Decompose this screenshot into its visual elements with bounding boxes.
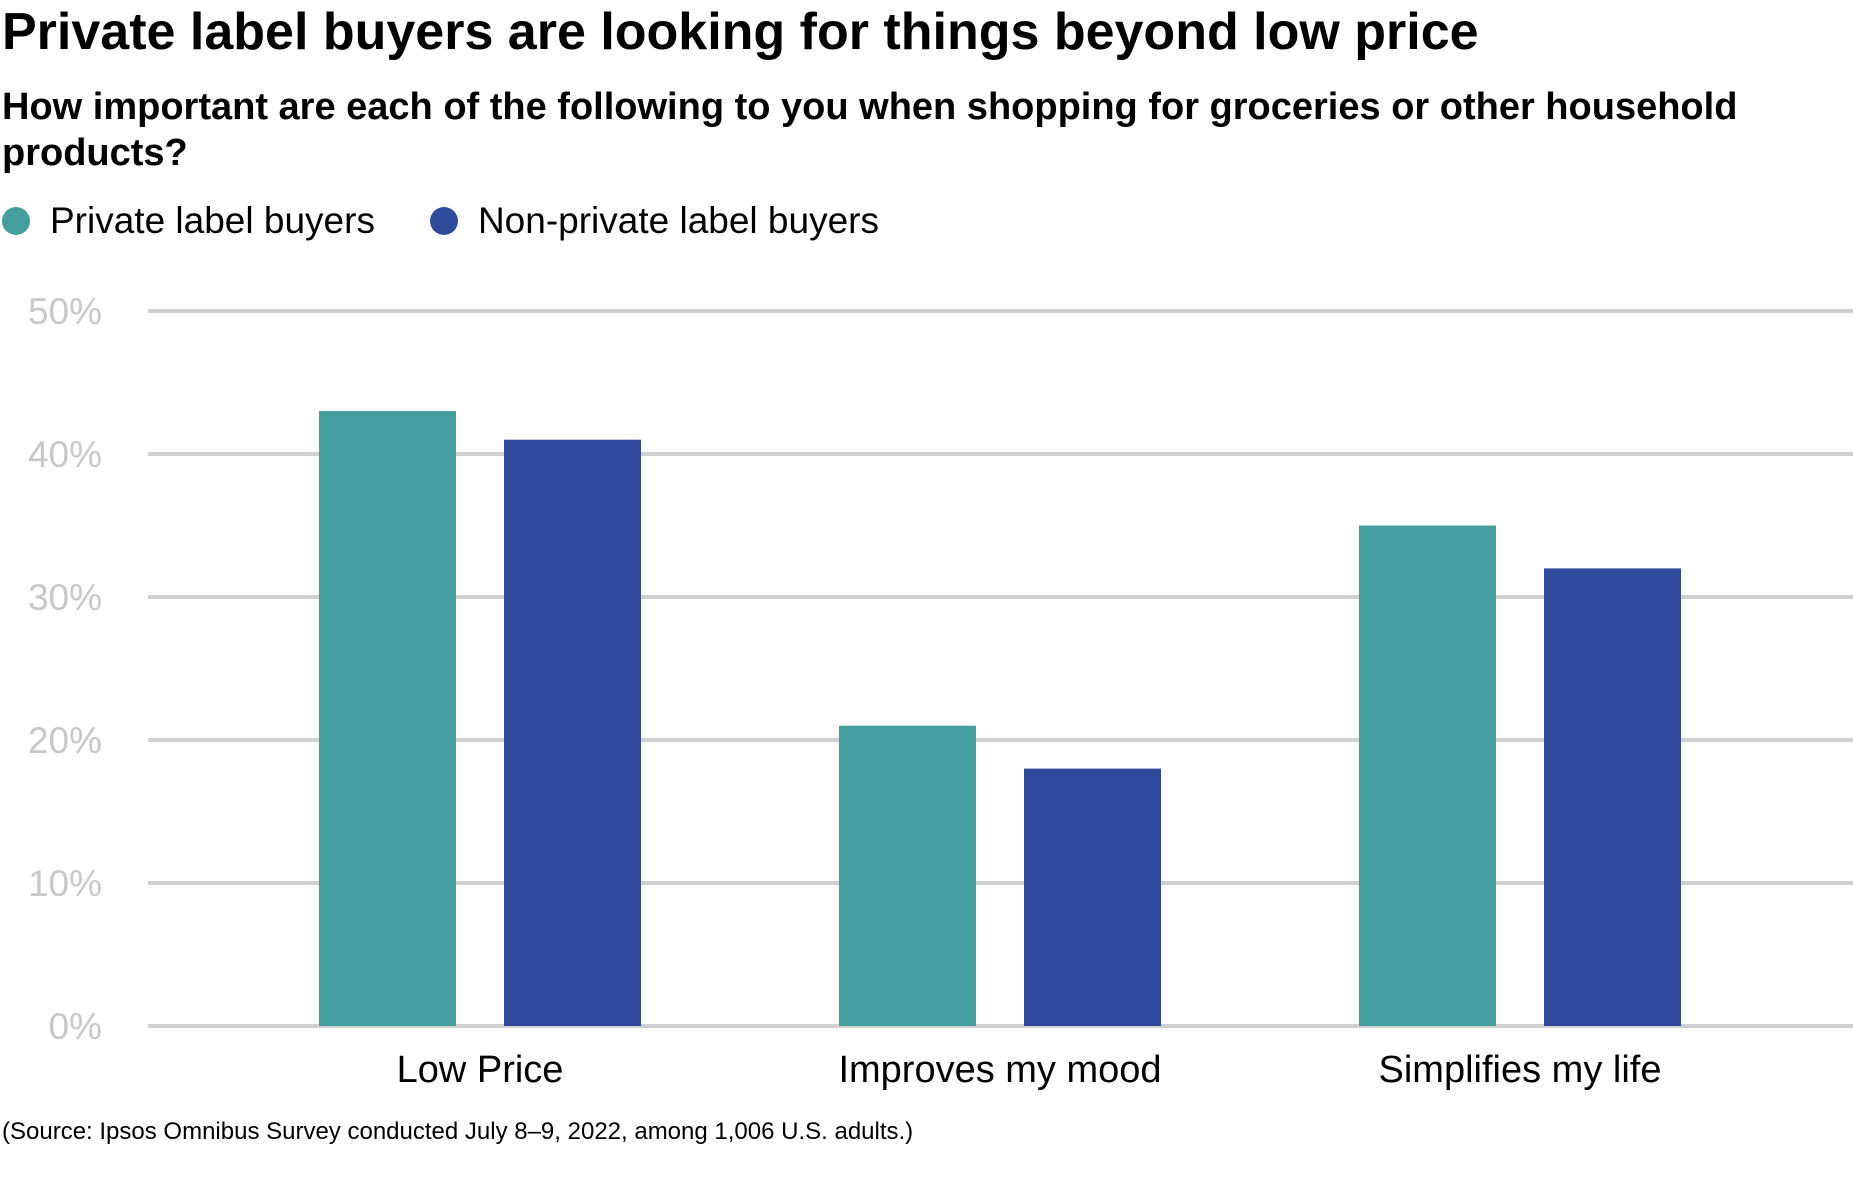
x-category-label: Improves my mood <box>838 1049 1161 1091</box>
y-tick-label: 40% <box>28 434 102 475</box>
bar <box>504 439 641 1026</box>
y-tick-label: 0% <box>49 1006 102 1047</box>
legend: Private label buyers Non-private label b… <box>2 200 934 242</box>
legend-item-non-private: Non-private label buyers <box>429 200 879 242</box>
legend-dot-private <box>2 207 30 235</box>
x-category-label: Simplifies my life <box>1379 1049 1662 1091</box>
legend-item-private: Private label buyers <box>2 200 375 242</box>
y-tick-label: 10% <box>28 863 102 904</box>
chart-title: Private label buyers are looking for thi… <box>2 3 1479 61</box>
x-category-label: Low Price <box>397 1049 564 1091</box>
bar <box>1359 525 1496 1026</box>
bar <box>839 725 976 1026</box>
y-tick-label: 20% <box>28 720 102 761</box>
y-tick-label: 50% <box>28 291 102 332</box>
bar <box>1544 568 1681 1026</box>
legend-label-private: Private label buyers <box>50 200 375 241</box>
chart-subtitle: How important are each of the following … <box>2 86 1738 174</box>
bar <box>1024 768 1161 1026</box>
legend-label-non-private: Non-private label buyers <box>477 200 879 241</box>
bar <box>319 411 456 1027</box>
y-tick-label: 30% <box>28 577 102 618</box>
source-note: (Source: Ipsos Omnibus Survey conducted … <box>2 1118 914 1145</box>
legend-dot-non-private <box>429 207 458 235</box>
